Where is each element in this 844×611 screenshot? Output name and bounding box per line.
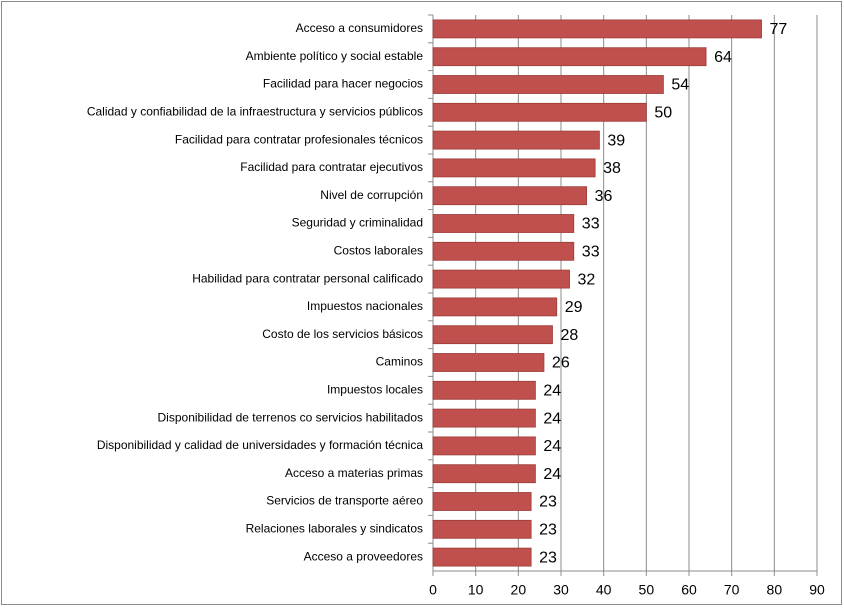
- y-tick-label: Acceso a proveedores: [304, 549, 423, 563]
- data-label: 23: [539, 494, 557, 511]
- bar: [432, 214, 575, 233]
- x-tick-label: 20: [511, 582, 527, 598]
- x-tick-label: 40: [596, 582, 612, 598]
- data-label: 24: [543, 438, 561, 455]
- data-label: 29: [565, 299, 583, 316]
- bar: [432, 464, 536, 484]
- y-tick-label: Ambiente político y social estable: [246, 49, 424, 63]
- y-tick-label: Habilidad para contratar personal califi…: [192, 271, 423, 285]
- x-tick-label: 50: [639, 582, 655, 598]
- data-label: 24: [543, 466, 561, 483]
- bar: [432, 325, 553, 345]
- bar: [432, 297, 558, 317]
- y-tick-label: Disponibilidad y calidad de universidade…: [97, 438, 424, 452]
- bar: [432, 47, 707, 67]
- x-tick-label: 60: [681, 582, 697, 598]
- bar: [432, 102, 647, 122]
- bar: [432, 408, 536, 428]
- bar: [432, 353, 545, 372]
- data-label: 36: [595, 188, 613, 205]
- data-label: 26: [552, 355, 570, 372]
- y-tick-label: Seguridad y criminalidad: [292, 216, 423, 230]
- y-tick-label: Nivel de corrupción: [320, 188, 423, 202]
- y-tick-label: Facilidad para hacer negocios: [263, 77, 423, 91]
- y-tick-label: Facilidad para contratar ejecutivos: [240, 160, 423, 174]
- data-label: 33: [582, 216, 600, 233]
- bar: [432, 547, 532, 567]
- bar: [432, 19, 762, 39]
- bar: [432, 241, 575, 261]
- bar: [432, 269, 570, 289]
- x-tick-label: 0: [429, 582, 437, 598]
- data-label: 33: [582, 244, 600, 261]
- bar: [432, 130, 600, 150]
- y-tick-label: Caminos: [376, 355, 423, 369]
- bar: [432, 186, 588, 206]
- bar: [432, 75, 664, 94]
- y-tick-label: Impuestos locales: [327, 382, 423, 396]
- data-label: 64: [714, 49, 732, 66]
- x-tick-label: 80: [767, 582, 783, 598]
- bar: [432, 492, 532, 511]
- y-tick-label: Relaciones laborales y sindicatos: [246, 521, 423, 535]
- data-label: 23: [539, 522, 557, 539]
- y-tick-label: Servicios de transporte aéreo: [266, 494, 423, 508]
- y-tick-label: Costo de los servicios básicos: [262, 327, 423, 341]
- bar: [432, 436, 536, 456]
- data-label: 28: [560, 327, 578, 344]
- x-tick-label: 90: [809, 582, 825, 598]
- x-tick-label: 10: [468, 582, 484, 598]
- y-tick-label: Costos laborales: [334, 243, 423, 257]
- x-tick-label: 70: [724, 582, 740, 598]
- y-tick-label: Impuestos nacionales: [307, 299, 423, 313]
- data-label: 32: [578, 271, 596, 288]
- data-label: 39: [607, 132, 625, 149]
- data-label: 38: [603, 160, 621, 177]
- bar: [432, 158, 596, 178]
- bar: [432, 380, 536, 400]
- y-tick-label: Acceso a materias primas: [285, 466, 423, 480]
- data-label: 77: [770, 21, 788, 38]
- data-label: 23: [539, 549, 557, 566]
- y-tick-label: Acceso a consumidores: [296, 21, 423, 35]
- data-label: 24: [543, 383, 561, 400]
- y-tick-label: Facilidad para contratar profesionales t…: [175, 132, 423, 146]
- y-tick-label: Calidad y confiabilidad de la infraestru…: [87, 104, 423, 118]
- y-tick-label: Disponibilidad de terrenos co servicios …: [158, 410, 423, 424]
- data-label: 50: [654, 105, 672, 122]
- data-label: 24: [543, 410, 561, 427]
- data-label: 54: [671, 77, 689, 94]
- bar: [432, 519, 532, 539]
- x-tick-label: 30: [553, 582, 569, 598]
